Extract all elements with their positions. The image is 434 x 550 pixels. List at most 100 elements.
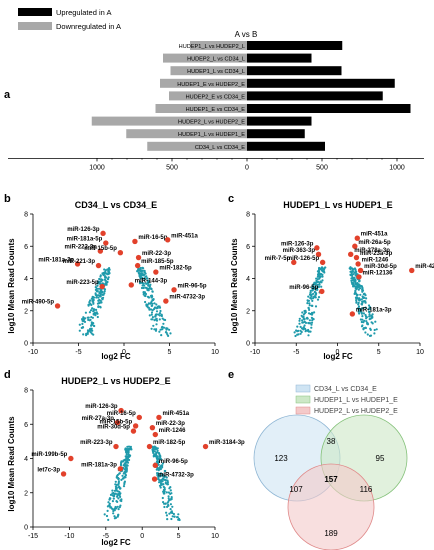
point [167,497,170,500]
point [161,462,164,465]
point [114,516,118,519]
point [162,326,166,329]
point [362,296,365,299]
point [123,458,127,461]
highlight-label: miR-7-5p [265,256,291,262]
x-tick-label: 5 [168,349,172,356]
y-tick-label: 0 [24,525,28,532]
highlight-point [151,476,158,482]
highlight-label: miR-451a [162,411,189,417]
point [91,329,94,332]
point [138,282,142,285]
point [96,282,99,285]
point [142,267,145,270]
point [96,284,99,287]
point [177,513,180,516]
point [309,291,312,294]
category-label: CD34_L vs CD34_E [195,145,245,151]
point [310,293,313,296]
highlight-point [352,243,358,249]
x-tick-label: 1000 [89,164,105,171]
point [371,313,374,316]
highlight-point [134,262,141,269]
highlight-point [118,407,124,414]
point [169,511,172,514]
highlight-label: miR-223-3p [80,440,113,446]
point [163,502,166,505]
point [302,315,305,319]
legend-down-label: Downregulated in A [56,22,121,31]
highlight-point [103,240,109,246]
point [358,299,361,302]
point [364,315,368,318]
point [156,306,159,310]
point [352,273,355,276]
point [311,319,314,322]
point [165,491,168,494]
highlight-point [132,238,138,245]
panel-c-ylabel: log10 Mean Read Counts [230,238,239,334]
point [168,512,171,515]
point [153,319,156,322]
point [128,458,131,462]
point [312,295,316,298]
highlight-point [163,298,169,304]
panel-label-e: e [228,369,234,381]
point [357,305,361,308]
panel-a-bar-chart: Upregulated in A Downregulated in A A vs… [8,8,424,171]
point [112,512,115,515]
category-label: HUDEP1_E vs CD34_E [186,107,246,113]
point [155,323,158,326]
point [353,278,357,281]
point [306,302,309,305]
point [319,273,322,276]
point [163,478,166,481]
point [113,507,116,510]
x-tick-label: 10 [416,349,424,356]
point [316,283,319,286]
point [307,307,310,310]
point [308,302,311,305]
point [362,312,365,315]
point [86,316,89,319]
point [151,290,154,293]
point [91,300,94,303]
point [101,279,104,282]
highlight-label: miR-222-3p [64,245,97,251]
point [155,310,159,313]
venn-legend-label-1: CD34_L vs CD34_E [314,386,377,393]
point [111,492,114,495]
point [163,490,166,493]
point [351,279,355,282]
highlight-label: miR-22-3p [156,421,185,427]
point [155,460,159,463]
point [117,513,120,516]
point [176,516,179,519]
point [159,328,162,331]
point [122,485,126,488]
x-tick-label: -5 [103,533,109,540]
bar-down [190,41,247,50]
highlight-point [349,311,356,317]
point [355,299,358,302]
point [106,280,109,284]
point [152,451,155,454]
highlight-label: miR-363-3p [283,248,316,254]
point [361,289,365,292]
point [374,320,377,323]
point [319,267,322,270]
point [167,334,170,337]
point [92,302,95,305]
point [159,309,162,313]
point [169,489,172,492]
background-points [293,266,378,338]
point [123,464,126,467]
y-tick-label: 8 [246,212,250,219]
point [93,312,96,316]
point [308,304,311,307]
point [117,481,120,484]
y-tick-label: 0 [24,341,28,348]
point [87,318,90,321]
point [112,497,115,500]
point [164,479,168,482]
